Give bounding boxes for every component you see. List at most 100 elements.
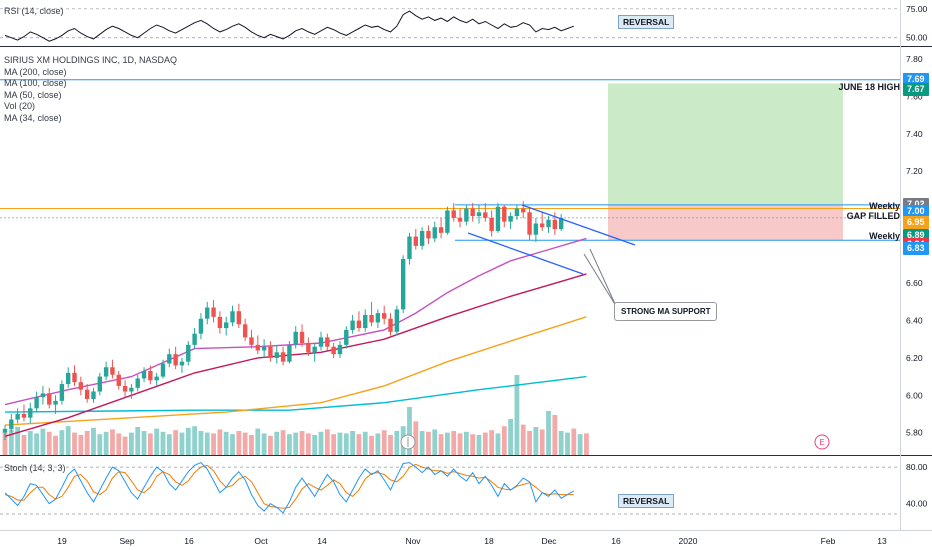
volume-bar	[72, 432, 77, 455]
candle-body	[382, 313, 387, 319]
volume-bar	[185, 427, 191, 455]
candle-body	[375, 313, 381, 323]
profit-zone	[608, 83, 843, 205]
volume-bar	[223, 431, 229, 455]
volume-bar	[103, 431, 109, 455]
stoch-tick-label: 40.00	[906, 499, 928, 509]
volume-bar	[116, 433, 122, 455]
candle-body	[508, 216, 513, 222]
volume-bar	[261, 433, 267, 455]
volume-bar	[173, 430, 179, 455]
candle-body	[527, 212, 532, 235]
candle-body	[451, 210, 456, 218]
time-tick-label: 2020	[679, 536, 698, 546]
candle-body	[558, 217, 564, 230]
candle-body	[211, 307, 216, 317]
legend-ma200: MA (200, close)	[4, 66, 67, 77]
volume-bar	[166, 434, 172, 455]
volume-bar	[438, 434, 444, 455]
volume-bar	[457, 433, 463, 455]
volume-bar	[445, 432, 450, 455]
volume-bar	[65, 426, 71, 455]
candle-body	[249, 337, 254, 345]
volume-bar	[249, 435, 254, 455]
volume-bar	[274, 431, 280, 455]
moving-average-line	[4, 237, 587, 406]
candle-body	[261, 346, 267, 351]
candle-body	[356, 320, 362, 329]
candle-body	[280, 352, 286, 362]
stoch-tick-label: 80.00	[906, 462, 928, 472]
volume-bar	[463, 431, 469, 455]
price-badge: 7.00	[903, 205, 929, 219]
price-badge: 7.67	[903, 82, 929, 96]
candle-body	[15, 413, 20, 420]
volume-bar	[135, 427, 141, 455]
candle-body	[198, 318, 204, 334]
earnings-marker-label: E	[819, 438, 824, 447]
candle-body	[186, 344, 191, 362]
rsi-tick-label: 75.00	[906, 4, 928, 14]
volume-bar	[179, 432, 185, 455]
volume-bar	[520, 424, 526, 455]
volume-bar	[40, 428, 46, 455]
event-marker-earnings	[814, 434, 830, 450]
volume-bar	[154, 428, 160, 455]
candle-body	[369, 314, 374, 323]
volume-bar	[375, 433, 381, 455]
candle-body	[148, 370, 153, 381]
volume-bar	[268, 435, 273, 455]
price-tick-label: 6.60	[906, 278, 923, 288]
price-tick-label: 7.60	[906, 92, 923, 102]
level-label-weekly-bottom: Weekly	[869, 231, 900, 241]
channel-lower-line	[467, 232, 584, 275]
rsi-legend: RSI (14, close)	[4, 6, 64, 18]
legend-ma100: MA (100, close)	[4, 78, 67, 89]
volume-bar	[84, 431, 90, 455]
candle-body	[224, 322, 229, 329]
legend-ma50: MA (50, close)	[4, 89, 62, 100]
price-tick-label: 7.80	[906, 54, 923, 64]
volume-bar	[110, 429, 115, 455]
level-label-weekly-top: Weekly	[869, 201, 900, 211]
candle-body	[325, 337, 330, 347]
candle-body	[274, 352, 279, 358]
candle-body	[502, 206, 507, 222]
candle-body	[419, 230, 425, 246]
candle-body	[59, 384, 65, 401]
candle-body	[255, 344, 260, 351]
candle-body	[293, 331, 298, 345]
rsi-reversal-label: REVERSAL	[618, 15, 675, 29]
volume-bar	[192, 426, 197, 455]
volume-bar	[577, 434, 583, 455]
time-tick-label: 13	[877, 536, 887, 546]
candle-body	[299, 331, 305, 343]
ma-support-callout: STRONG MA SUPPORT	[614, 302, 718, 321]
candle-body	[141, 370, 147, 379]
legend-vol: Vol (20)	[4, 101, 36, 112]
candle-body	[476, 212, 482, 217]
time-tick-label: 18	[484, 536, 494, 546]
volume-bar	[362, 431, 368, 455]
volume-bar	[565, 432, 570, 455]
candle-body	[521, 208, 526, 213]
candle-body	[464, 208, 469, 222]
candle-body	[495, 206, 501, 231]
volume-bar	[558, 431, 564, 455]
candle-body	[489, 217, 494, 231]
candle-body	[432, 227, 437, 239]
candle-body	[84, 389, 90, 399]
volume-bar	[287, 434, 292, 455]
candle-body	[268, 346, 273, 358]
candle-body	[407, 236, 412, 259]
volume-bar	[343, 433, 349, 455]
volume-bar	[388, 435, 393, 455]
candle-body	[135, 378, 140, 388]
volume-bar	[356, 434, 362, 455]
time-tick-label: Nov	[405, 536, 421, 546]
volume-bar	[318, 431, 324, 455]
moving-average-line	[4, 316, 587, 426]
candle-body	[438, 227, 444, 233]
candle-body	[173, 354, 178, 366]
